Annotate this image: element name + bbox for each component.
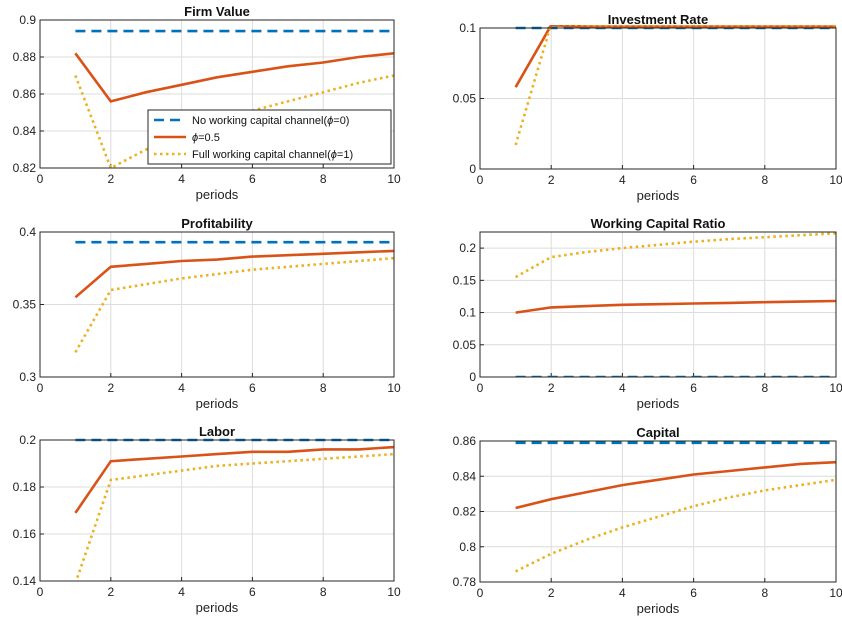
y-tick-label: 0.84 (453, 469, 477, 483)
x-tick-label: 10 (387, 381, 401, 395)
x-tick-label: 8 (320, 585, 327, 599)
x-tick-label: 0 (477, 173, 484, 187)
x-tick-label: 10 (829, 586, 842, 600)
chart-title: Capital (636, 425, 679, 440)
x-axis-label: periods (637, 396, 680, 411)
chart-panel-0: 0 2 4 6 8 10 0.82 0.84 0.86 0.88 0.9 Firm Value peri… (13, 4, 401, 202)
x-tick-label: 6 (249, 585, 256, 599)
x-tick-label: 2 (107, 172, 114, 186)
x-tick-label: 6 (249, 172, 256, 186)
x-tick-label: 4 (178, 585, 185, 599)
legend-entry-2: Full working capital channel(ϕ=1) (192, 149, 353, 161)
y-tick-label: 0.86 (453, 434, 477, 448)
x-axis-label: periods (196, 600, 239, 615)
x-tick-label: 10 (387, 172, 401, 186)
y-tick-label: 0.05 (453, 338, 477, 352)
y-tick-label: 0.05 (453, 92, 477, 106)
legend: No working capital channel(ϕ=0) ϕ=0.5 Full… (147, 109, 392, 165)
y-tick-label: 0.16 (13, 527, 37, 541)
y-tick-label: 0.1 (459, 21, 476, 35)
x-tick-label: 10 (387, 585, 401, 599)
x-axis-label: periods (196, 187, 239, 202)
x-tick-label: 2 (548, 173, 555, 187)
x-tick-label: 6 (690, 381, 697, 395)
x-axis-label: periods (196, 396, 239, 411)
x-axis-label: periods (637, 188, 680, 203)
x-tick-label: 8 (320, 381, 327, 395)
x-tick-label: 4 (619, 381, 626, 395)
y-tick-label: 0.86 (13, 87, 37, 101)
y-tick-label: 0.82 (453, 505, 477, 519)
y-tick-label: 0.4 (19, 225, 36, 239)
y-tick-label: 0.82 (13, 161, 37, 175)
y-tick-label: 0.1 (459, 306, 476, 320)
axes-box (479, 231, 837, 378)
chart-title: Firm Value (184, 4, 250, 19)
x-tick-label: 10 (829, 381, 842, 395)
chart-panel-5: 0 2 4 6 8 10 0.78 0.8 0.82 0.84 0.86 Capital periods (453, 425, 842, 616)
y-tick-label: 0.15 (453, 273, 477, 287)
chart-title: Profitability (181, 216, 253, 231)
series-line-1 (515, 299, 836, 314)
x-tick-label: 2 (548, 381, 555, 395)
x-tick-label: 8 (320, 172, 327, 186)
series-line-1 (514, 25, 836, 88)
y-tick-label: 0.3 (19, 370, 36, 384)
y-tick-label: 0.8 (459, 540, 476, 554)
chart-panel-1: 0 2 4 6 8 10 0 0.05 0.1 Investment Rate periods (453, 12, 842, 203)
y-tick-label: 0.35 (13, 298, 37, 312)
x-tick-label: 4 (619, 173, 626, 187)
chart-panel-2: 0 2 4 6 8 10 0.3 0.35 0.4 Profitability periods (13, 216, 401, 411)
axes-box (39, 439, 395, 582)
series-line-1 (74, 52, 394, 103)
x-tick-label: 4 (178, 172, 185, 186)
axes-box (39, 231, 395, 378)
x-axis-label: periods (637, 601, 680, 616)
chart-panel-3: 0 2 4 6 8 10 0 0.05 0.1 0.15 0.2 Working Capital Ra… (453, 216, 842, 411)
x-tick-label: 6 (690, 586, 697, 600)
legend-entry-0: No working capital channel(ϕ=0) (192, 115, 349, 127)
y-tick-label: 0.2 (459, 241, 476, 255)
chart-panel-4: 0 2 4 6 8 10 0.14 0.16 0.18 0.2 Labor periods (13, 424, 401, 615)
legend-box (147, 109, 392, 165)
chart-title: Working Capital Ratio (591, 216, 726, 231)
x-tick-label: 4 (619, 586, 626, 600)
y-tick-label: 0.14 (13, 574, 37, 588)
legend-entry-1: ϕ=0.5 (192, 132, 220, 144)
x-tick-label: 0 (477, 586, 484, 600)
series-line-1 (74, 445, 394, 514)
y-tick-label: 0.78 (453, 575, 477, 589)
plot-area (40, 440, 394, 581)
y-tick-label: 0 (469, 162, 476, 176)
y-tick-label: 0.2 (19, 433, 36, 447)
x-tick-label: 8 (761, 173, 768, 187)
series-line-2 (74, 452, 394, 581)
x-tick-label: 0 (37, 381, 44, 395)
y-tick-label: 0.18 (13, 480, 37, 494)
x-tick-label: 6 (690, 173, 697, 187)
y-tick-label: 0.88 (13, 50, 37, 64)
axes-box (479, 27, 837, 170)
y-tick-label: 0.9 (19, 13, 36, 27)
series-line-1 (515, 460, 836, 510)
chart-title: Labor (199, 424, 235, 439)
axes-box (39, 19, 395, 169)
x-tick-label: 2 (107, 381, 114, 395)
x-tick-label: 8 (761, 381, 768, 395)
x-tick-label: 0 (37, 585, 44, 599)
x-tick-label: 0 (477, 381, 484, 395)
x-tick-label: 2 (107, 585, 114, 599)
series-line-1 (74, 249, 394, 299)
x-tick-label: 6 (249, 381, 256, 395)
x-tick-label: 0 (37, 172, 44, 186)
y-tick-label: 0 (469, 370, 476, 384)
x-tick-label: 4 (178, 381, 185, 395)
axes-box (479, 440, 837, 583)
x-tick-label: 2 (548, 586, 555, 600)
x-tick-label: 10 (829, 173, 842, 187)
y-tick-label: 0.84 (13, 124, 37, 138)
x-tick-label: 8 (761, 586, 768, 600)
chart-title: Investment Rate (608, 12, 708, 27)
